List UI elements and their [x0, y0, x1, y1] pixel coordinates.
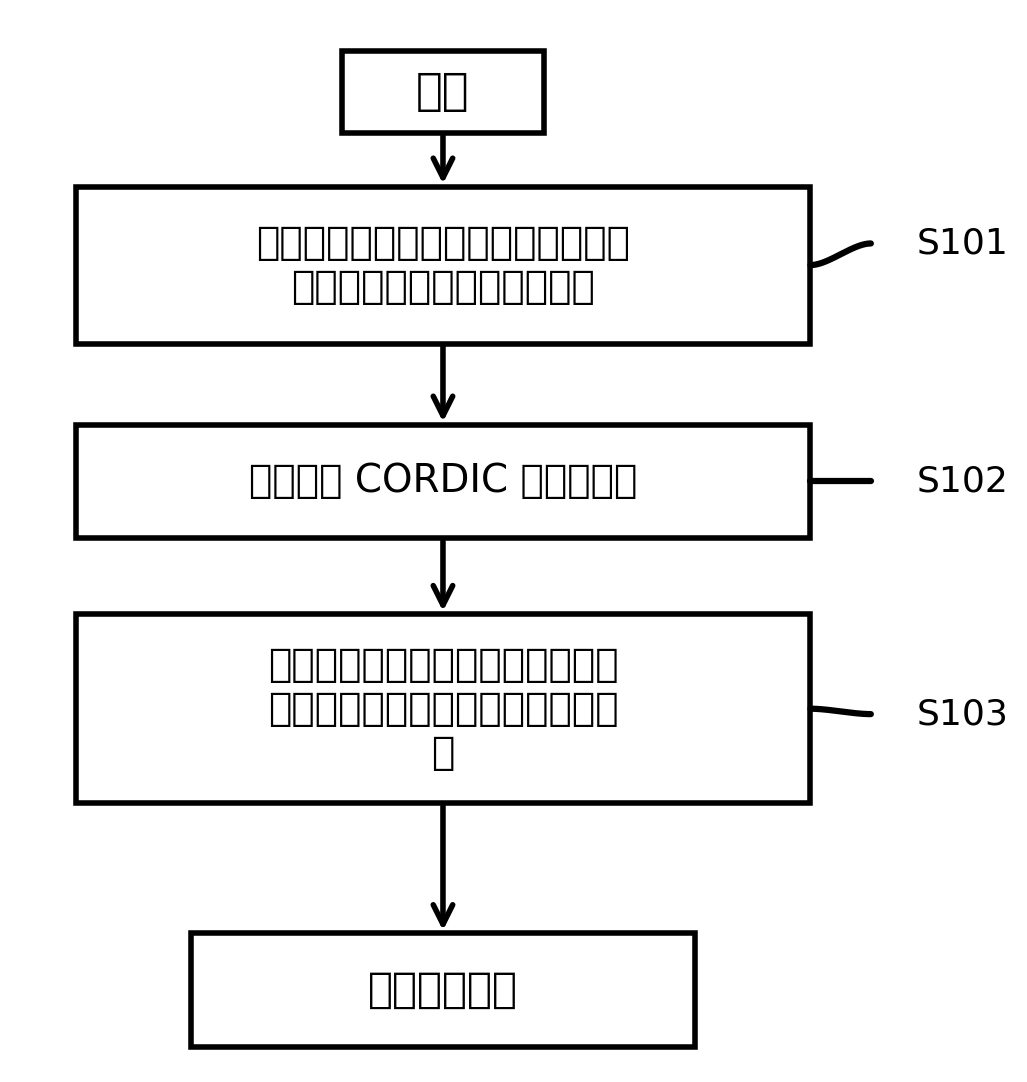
Text: S102: S102 — [916, 464, 1009, 499]
Text: 对第一窗函数系数表进行差分编码，
得到并存储第二窗函数系数表: 对第一窗函数系数表进行差分编码， 得到并存储第二窗函数系数表 — [256, 224, 630, 306]
Text: 存储第一 CORDIC 运算系数表: 存储第一 CORDIC 运算系数表 — [249, 462, 637, 501]
Text: 离线处理结束: 离线处理结束 — [368, 969, 518, 1011]
FancyBboxPatch shape — [76, 424, 810, 538]
FancyBboxPatch shape — [76, 186, 810, 344]
Text: S101: S101 — [916, 226, 1009, 261]
FancyBboxPatch shape — [342, 51, 543, 132]
FancyBboxPatch shape — [191, 933, 694, 1047]
FancyBboxPatch shape — [76, 615, 810, 803]
Text: S103: S103 — [916, 697, 1009, 731]
Text: 开始: 开始 — [416, 70, 469, 114]
Text: 将第一重采样系数表中左半边或右
半边系数表存储为第二重采样系数
表: 将第一重采样系数表中左半边或右 半边系数表存储为第二重采样系数 表 — [268, 646, 618, 771]
